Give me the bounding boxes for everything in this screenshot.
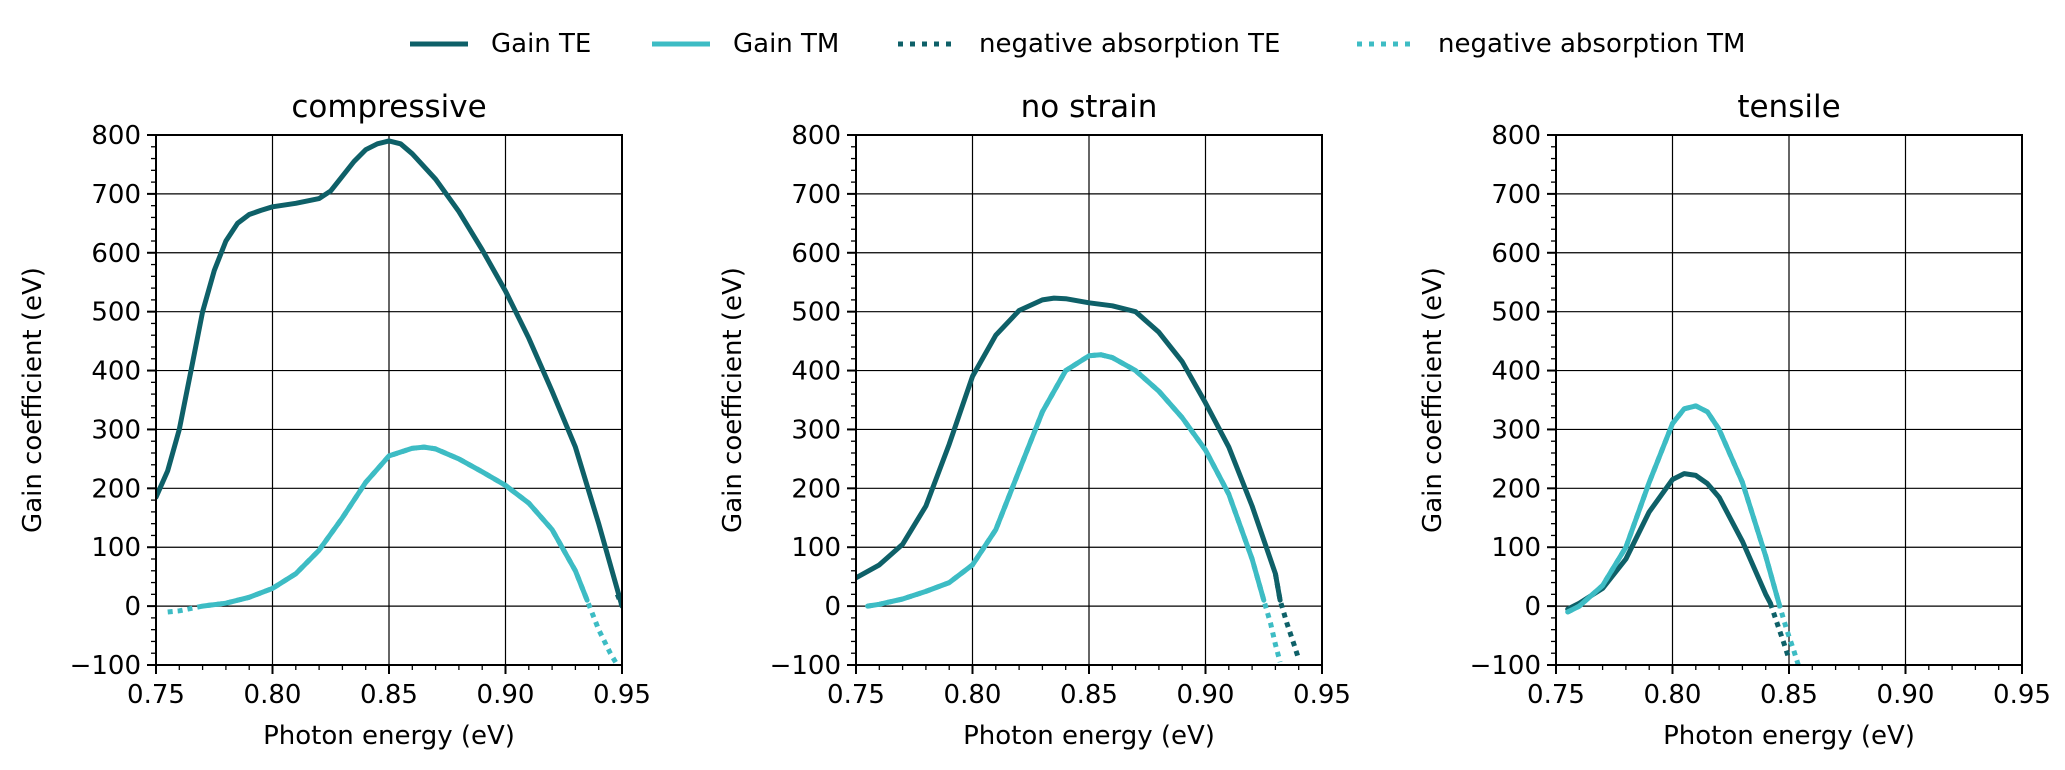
y-tick-label: 800 xyxy=(91,121,141,151)
y-tick-label: −100 xyxy=(1470,651,1541,681)
y-tick-label: 800 xyxy=(1491,121,1541,151)
x-tick-label: 0.80 xyxy=(244,680,302,710)
x-tick-label: 0.85 xyxy=(1060,680,1118,710)
y-tick-label: 700 xyxy=(91,180,141,210)
panel-title: compressive xyxy=(291,89,486,125)
chart-panel-compressive: 0.75 0.80 0.85 0.90 0.95 −100 0 100 200 300 400 500… xyxy=(18,89,651,751)
series-line-gain-tm xyxy=(865,352,1267,609)
y-tick-label: 300 xyxy=(791,415,841,445)
y-tick-label: 700 xyxy=(791,180,841,210)
y-axis-label: Gain coefficient (eV) xyxy=(18,267,48,533)
y-tick-label: 100 xyxy=(791,533,841,563)
x-axis-label: Photon energy (eV) xyxy=(963,721,1215,751)
legend-item: Gain TE xyxy=(410,29,591,59)
x-tick-label: 0.90 xyxy=(1177,680,1235,710)
series-line-negative-absorption-tm xyxy=(867,352,1283,663)
x-tick-label: 0.90 xyxy=(1877,680,1935,710)
x-tick-label: 0.75 xyxy=(1527,680,1585,710)
legend-item: Gain TM xyxy=(652,29,839,59)
x-tick-label: 0.95 xyxy=(1293,680,1351,710)
y-tick-label: 400 xyxy=(1491,357,1541,387)
x-tick-label: 0.80 xyxy=(1644,680,1702,710)
y-tick-label: 600 xyxy=(1491,239,1541,269)
y-tick-label: −100 xyxy=(70,651,141,681)
chart-panel-no-strain: 0.75 0.80 0.85 0.90 0.95 −100 0 100 200 300 400 500… xyxy=(718,89,1351,751)
x-tick-label: 0.75 xyxy=(827,680,885,710)
x-tick-label: 0.85 xyxy=(360,680,418,710)
y-tick-label: 500 xyxy=(1491,298,1541,328)
y-tick-label: 300 xyxy=(91,415,141,445)
series-group xyxy=(856,295,1302,663)
x-tick-label: 0.75 xyxy=(127,680,185,710)
series-group xyxy=(1565,403,1801,665)
series-line-gain-te xyxy=(856,295,1283,603)
y-tick-label: 0 xyxy=(824,592,841,622)
chart-panel-tensile: 0.75 0.80 0.85 0.90 0.95 −100 0 100 200 300 400 500… xyxy=(1418,89,2051,751)
y-tick-label: 800 xyxy=(791,121,841,151)
series-line-negative-absorption-te xyxy=(1768,602,1792,660)
y-tick-label: 0 xyxy=(1524,592,1541,622)
y-tick-label: 600 xyxy=(791,239,841,269)
x-tick-label: 0.80 xyxy=(944,680,1002,710)
legend-item: negative absorption TM xyxy=(1357,29,1745,59)
y-tick-label: 200 xyxy=(91,474,141,504)
legend-label: negative absorption TM xyxy=(1438,29,1745,59)
x-tick-label: 0.95 xyxy=(593,680,651,710)
legend: Gain TE Gain TM negative absorption TE nega… xyxy=(410,29,1745,59)
y-tick-label: 600 xyxy=(91,239,141,269)
legend-label: Gain TM xyxy=(733,29,839,59)
series-line-gain-tm xyxy=(1565,403,1783,615)
y-tick-label: 100 xyxy=(1491,533,1541,563)
y-tick-label: 400 xyxy=(791,357,841,387)
y-tick-label: 500 xyxy=(91,298,141,328)
panel-title: tensile xyxy=(1737,89,1840,125)
x-tick-label: 0.95 xyxy=(1993,680,2051,710)
chart-panels: 0.75 0.80 0.85 0.90 0.95 −100 0 100 200 300 400 500… xyxy=(18,89,2051,751)
x-tick-label: 0.85 xyxy=(1760,680,1818,710)
y-tick-label: 400 xyxy=(91,357,141,387)
series-line-gain-te xyxy=(156,138,622,609)
series-line-negative-absorption-tm xyxy=(1566,403,1801,665)
series-line-gain-tm xyxy=(200,444,590,609)
y-tick-label: −100 xyxy=(770,651,841,681)
legend-label: Gain TE xyxy=(491,29,591,59)
y-axis-label: Gain coefficient (eV) xyxy=(1418,267,1448,533)
x-axis-label: Photon energy (eV) xyxy=(263,721,515,751)
series-line-negative-absorption-tm xyxy=(167,444,620,665)
legend-item: negative absorption TE xyxy=(898,29,1280,59)
y-tick-label: 300 xyxy=(1491,415,1541,445)
y-axis-label: Gain coefficient (eV) xyxy=(718,267,748,533)
series-line-negative-absorption-te xyxy=(1272,573,1302,660)
y-tick-label: 200 xyxy=(791,474,841,504)
panel-title: no strain xyxy=(1021,89,1158,125)
y-tick-label: 0 xyxy=(124,592,141,622)
y-tick-label: 700 xyxy=(1491,180,1541,210)
x-axis-label: Photon energy (eV) xyxy=(1663,721,1915,751)
y-tick-label: 100 xyxy=(91,533,141,563)
x-tick-label: 0.90 xyxy=(477,680,535,710)
y-tick-label: 500 xyxy=(791,298,841,328)
y-tick-label: 200 xyxy=(1491,474,1541,504)
legend-label: negative absorption TE xyxy=(979,29,1280,59)
